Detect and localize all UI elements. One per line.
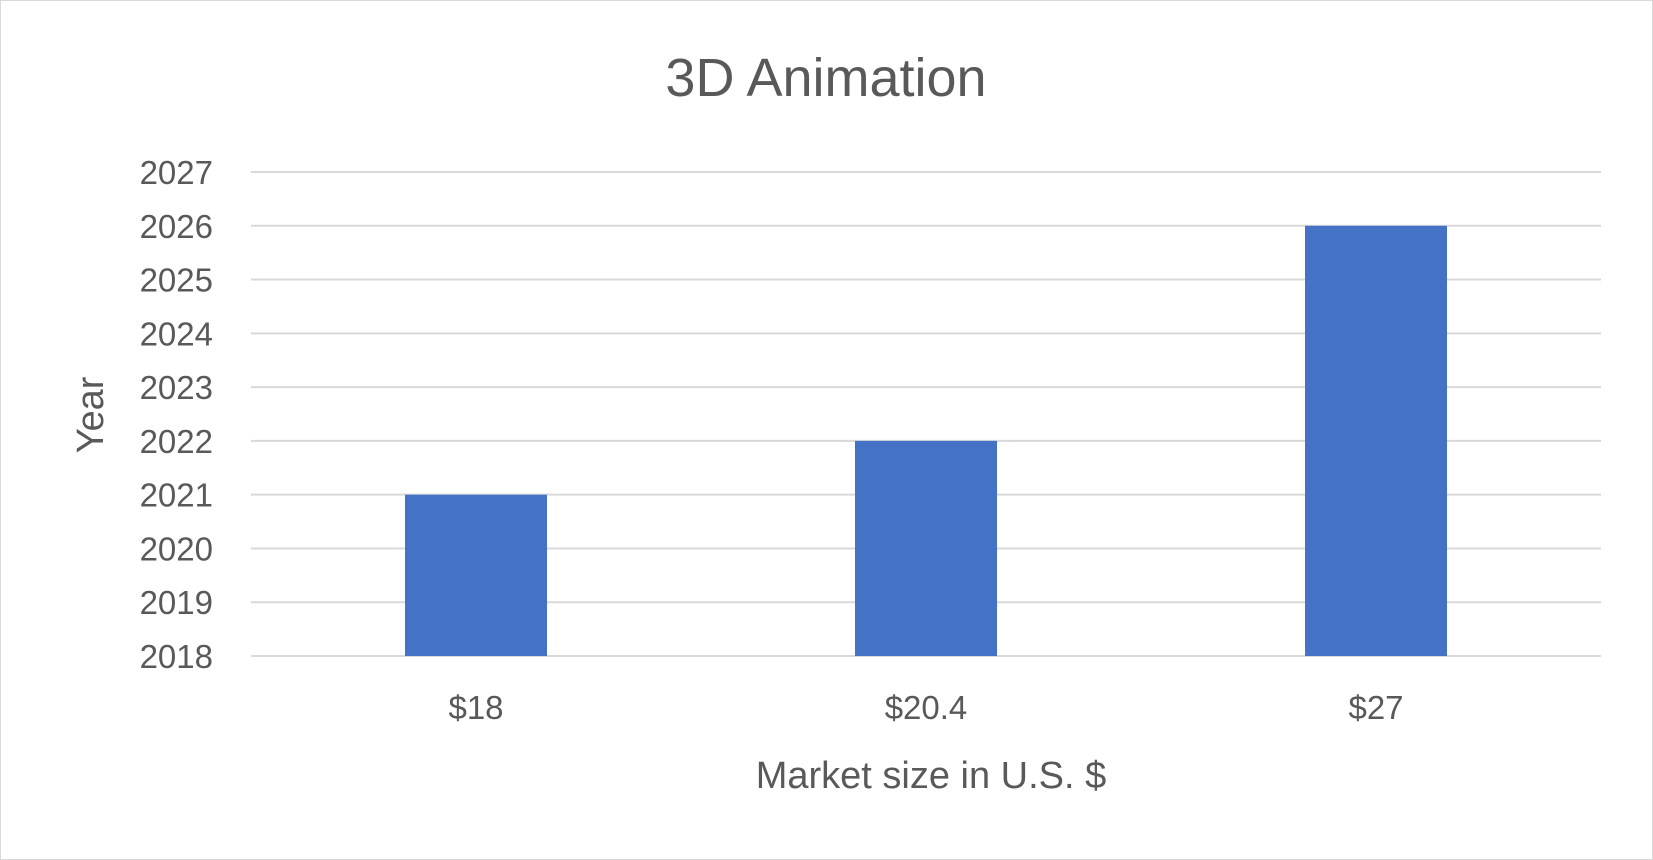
y-axis-title: Year	[70, 376, 112, 453]
bar	[1305, 225, 1447, 656]
y-tick-label: 2025	[140, 262, 213, 299]
y-tick-label: 2024	[140, 315, 213, 352]
y-tick-label: 2020	[140, 530, 213, 567]
x-axis-ticks: $18 $20.4 $27	[448, 689, 1403, 726]
x-tick-label: $18	[448, 689, 503, 726]
x-axis-title: Market size in U.S. $	[756, 755, 1107, 797]
y-tick-label: 2022	[140, 423, 213, 460]
y-tick-label: 2021	[140, 477, 213, 514]
y-tick-label: 2023	[140, 369, 213, 406]
chart-title: 3D Animation	[665, 48, 986, 108]
y-tick-label: 2027	[140, 154, 213, 191]
bar	[405, 494, 547, 656]
x-tick-label: $27	[1348, 689, 1403, 726]
bar	[855, 440, 997, 656]
y-axis-ticks: 2018 2019 2020 2021 2022 2023 2024 2025 2026 2027	[140, 154, 213, 675]
bars	[405, 225, 1447, 656]
x-tick-label: $20.4	[885, 689, 968, 726]
y-tick-label: 2018	[140, 638, 213, 675]
y-tick-label: 2026	[140, 208, 213, 245]
y-tick-label: 2019	[140, 584, 213, 621]
